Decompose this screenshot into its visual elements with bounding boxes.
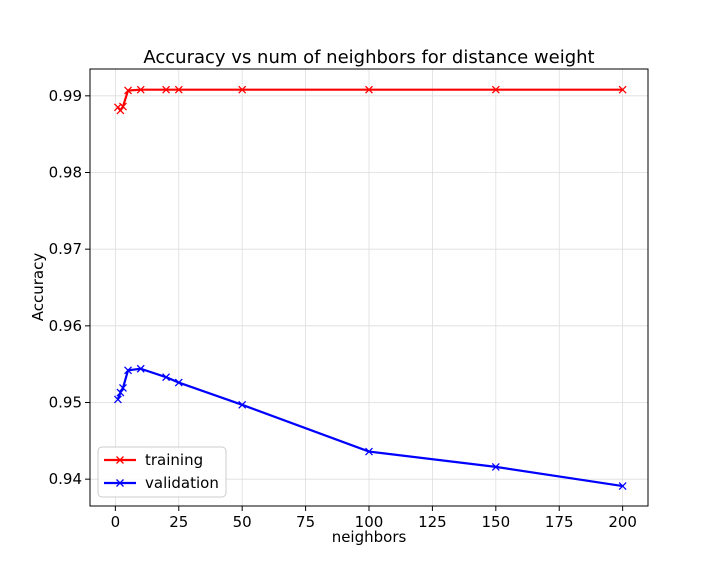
x-tick-label: 150: [481, 513, 510, 531]
y-axis-label: Accuracy: [29, 253, 47, 322]
data-point: [174, 378, 183, 387]
legend-item-training: training: [104, 451, 203, 469]
series-layer: [113, 85, 627, 491]
x-tick-label: 125: [418, 513, 447, 531]
legend-item-validation: validation: [104, 474, 219, 492]
data-point: [124, 86, 133, 95]
legend-marker: [116, 479, 124, 487]
data-point: [162, 373, 171, 382]
x-tick-label: 175: [545, 513, 574, 531]
legend-label: validation: [145, 474, 219, 492]
x-axis: 0 25 50 75 100 125 150 175 200: [111, 506, 637, 531]
y-axis: 0.94 0.95 0.96 0.97 0.98 0.99: [49, 87, 90, 488]
y-tick-label: 0.96: [49, 317, 82, 335]
y-tick-label: 0.97: [49, 240, 82, 258]
data-point: [365, 85, 373, 94]
data-point: [491, 462, 500, 471]
x-tick-label: 0: [111, 513, 121, 531]
data-point: [618, 482, 627, 491]
legend-marker: [116, 456, 124, 464]
data-point: [238, 400, 247, 409]
y-tick-label: 0.94: [49, 470, 82, 488]
x-tick-label: 75: [296, 513, 315, 531]
data-point: [136, 364, 145, 373]
y-tick-label: 0.99: [49, 87, 82, 105]
x-tick-label: 50: [233, 513, 252, 531]
data-point: [162, 85, 171, 94]
y-tick-label: 0.95: [49, 394, 82, 412]
data-point: [618, 85, 627, 94]
data-point: [119, 102, 127, 111]
data-point: [491, 85, 500, 94]
grid: [90, 69, 648, 506]
series-training: [113, 85, 627, 115]
y-tick-label: 0.98: [49, 164, 82, 182]
legend-label: training: [145, 451, 203, 469]
x-tick-label: 25: [169, 513, 188, 531]
legend: training validation: [97, 446, 227, 498]
data-point: [238, 85, 247, 94]
data-point: [136, 85, 145, 94]
data-point: [124, 366, 133, 375]
data-point: [113, 395, 122, 404]
data-point: [116, 388, 125, 397]
data-point: [119, 383, 127, 392]
series-validation: [113, 364, 627, 491]
x-tick-label: 100: [355, 513, 384, 531]
series-line-training: [117, 88, 623, 112]
x-axis-label: neighbors: [332, 528, 407, 546]
data-point: [174, 85, 183, 94]
chart-title: Accuracy vs num of neighbors for distanc…: [143, 47, 594, 68]
data-point: [365, 447, 373, 456]
data-point: [116, 106, 125, 115]
x-tick-label: 200: [608, 513, 637, 531]
